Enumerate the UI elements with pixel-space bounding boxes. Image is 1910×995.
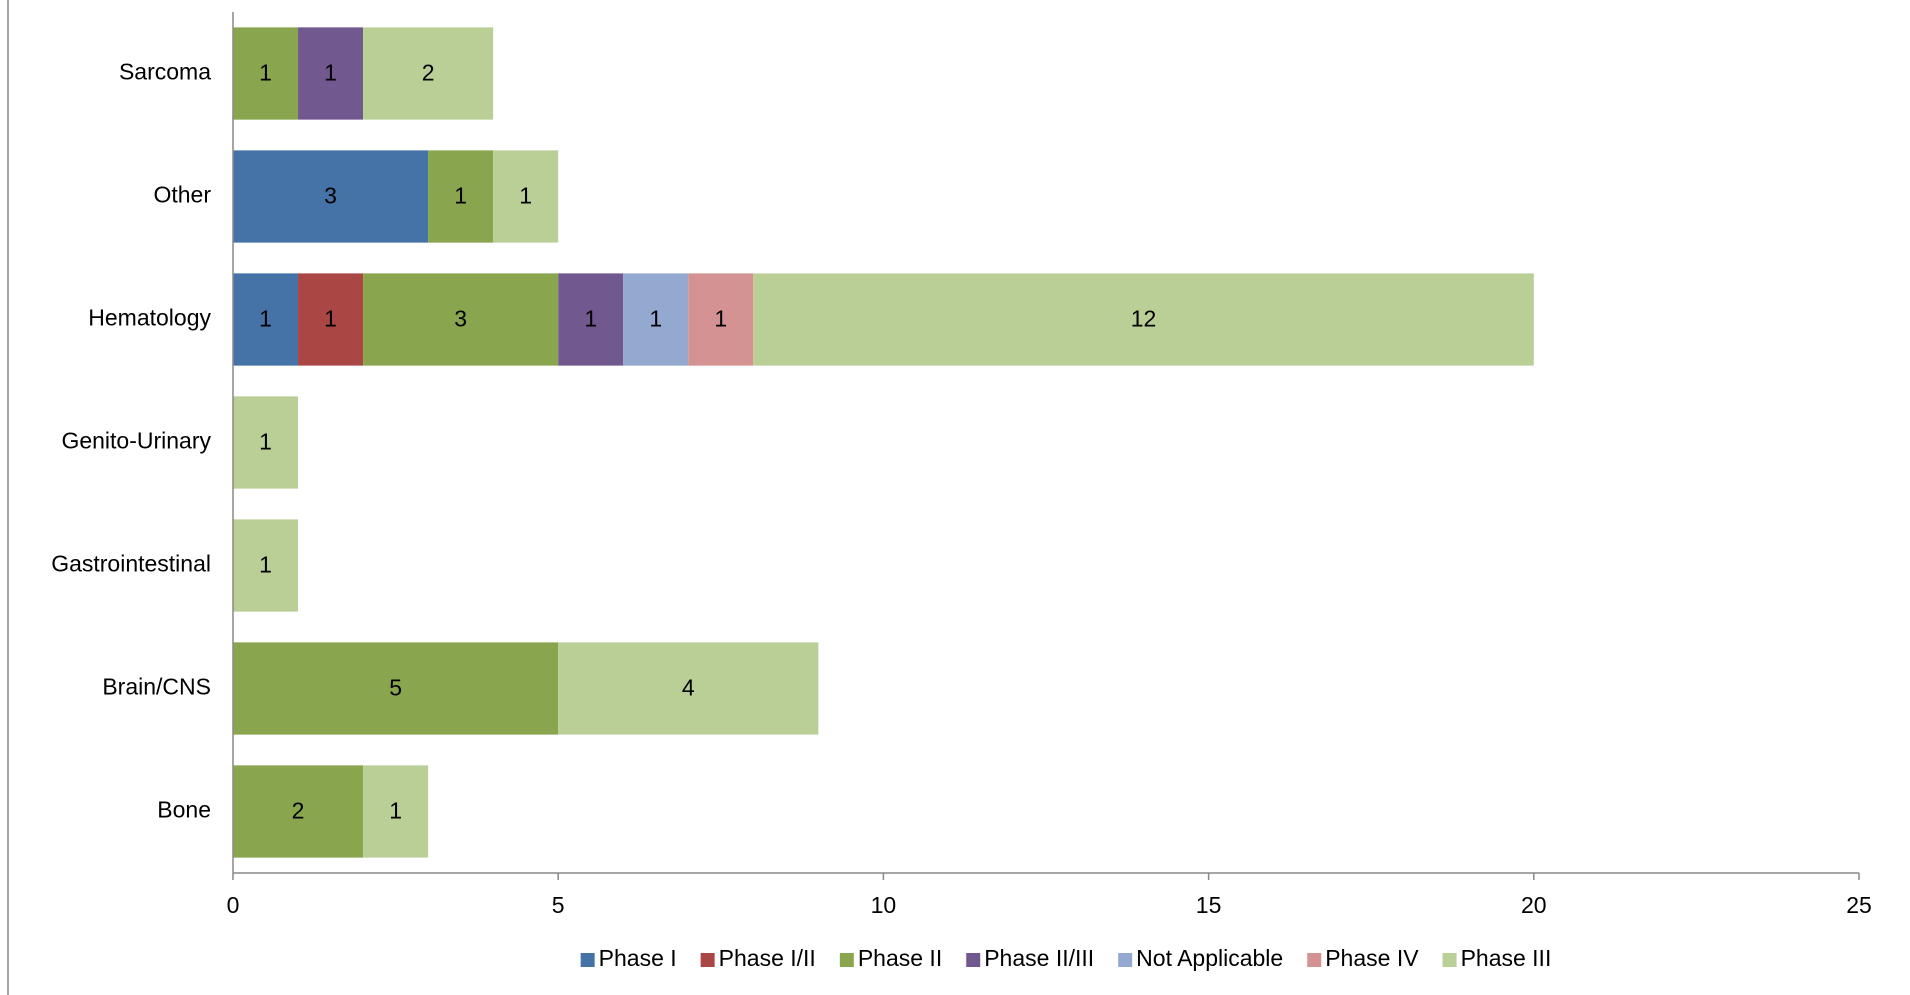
data-label: 1: [649, 306, 662, 332]
data-label: 5: [389, 675, 402, 701]
data-label: 2: [422, 60, 435, 86]
bar-segment: [363, 273, 559, 366]
legend-swatch: [1442, 953, 1457, 967]
data-label: 2: [292, 798, 305, 824]
legend-label: Phase III: [1461, 945, 1552, 971]
data-label: 12: [1131, 306, 1157, 332]
bar-segment: [753, 273, 1534, 366]
legend-swatch: [966, 953, 981, 967]
data-label: 1: [454, 183, 467, 209]
data-label: 3: [454, 306, 467, 332]
data-label: 1: [714, 306, 727, 332]
legend-swatch: [700, 953, 715, 967]
x-tick-label: 15: [1196, 892, 1222, 918]
y-tick-label: Bone: [157, 797, 211, 823]
bar-segment: [558, 273, 624, 366]
bar-segment: [363, 27, 494, 120]
bar-segment: [623, 273, 689, 366]
bar-segment: [233, 519, 299, 612]
legend-label: Phase I: [599, 945, 677, 971]
bar-segment: [493, 150, 559, 243]
x-tick-label: 20: [1521, 892, 1547, 918]
data-label: 1: [324, 306, 337, 332]
data-label: 1: [259, 306, 272, 332]
legend-swatch: [580, 953, 595, 967]
data-label: 1: [259, 429, 272, 455]
legend-swatch: [1118, 953, 1133, 967]
x-tick-label: 5: [552, 892, 565, 918]
legend-swatch: [1307, 953, 1322, 967]
bar-segment: [233, 642, 559, 735]
bar-segment: [363, 765, 429, 858]
data-label: 1: [259, 60, 272, 86]
bar-segment: [298, 273, 364, 366]
bar-segment: [558, 642, 819, 735]
data-label: 1: [389, 798, 402, 824]
chart-frame: [7, 0, 9, 995]
bar-segment: [233, 273, 299, 366]
y-tick-label: Brain/CNS: [102, 674, 211, 700]
data-label: 3: [324, 183, 337, 209]
bar-segment: [233, 27, 299, 120]
y-tick-label: Hematology: [88, 305, 211, 331]
x-tick-label: 0: [227, 892, 240, 918]
data-label: 1: [584, 306, 597, 332]
bar-segment: [298, 27, 364, 120]
y-tick-label: Gastrointestinal: [51, 551, 211, 577]
legend-swatch: [839, 953, 854, 967]
bar-segment: [428, 150, 494, 243]
bar-segment: [233, 765, 364, 858]
x-tick-label: 25: [1846, 892, 1872, 918]
data-label: 1: [259, 552, 272, 578]
legend-label: Phase I/II: [719, 945, 816, 971]
y-tick-label: Other: [153, 182, 211, 208]
legend-label: Phase II/III: [984, 945, 1094, 971]
data-label: 1: [519, 183, 532, 209]
y-tick-label: Genito-Urinary: [61, 428, 211, 454]
bar-segment: [688, 273, 754, 366]
y-tick-label: Sarcoma: [119, 59, 211, 85]
bar-segment: [233, 150, 429, 243]
data-label: 1: [324, 60, 337, 86]
data-label: 4: [682, 675, 695, 701]
legend-label: Phase IV: [1325, 945, 1419, 971]
legend-label: Phase II: [858, 945, 942, 971]
x-tick-label: 10: [871, 892, 897, 918]
bar-segment: [233, 396, 299, 489]
legend-label: Not Applicable: [1136, 945, 1283, 971]
